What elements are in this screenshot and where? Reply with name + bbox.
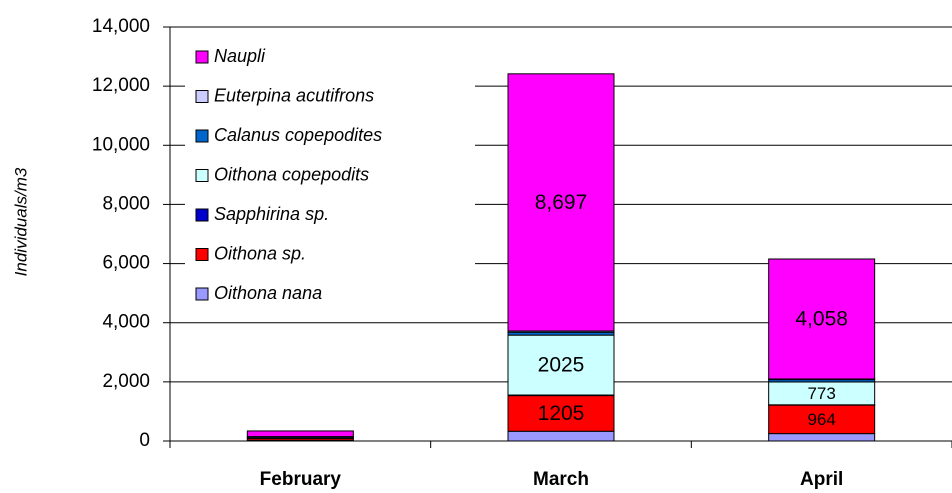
- bar-segment: [507, 73, 615, 332]
- legend-label: Oithona sp.: [214, 243, 306, 263]
- legend-swatch: [195, 50, 209, 64]
- legend-label: Oithona nana: [214, 283, 322, 303]
- legend-label: Oithona copepodits: [214, 164, 369, 184]
- data-label: 1205: [538, 402, 585, 425]
- y-tick-label: 10,000: [92, 134, 150, 155]
- y-tick-label: 8,000: [102, 193, 150, 214]
- x-tick-label: April: [800, 469, 843, 490]
- y-tick-label: 2,000: [102, 371, 150, 392]
- x-tick-label: March: [533, 469, 589, 490]
- bar-segment: [768, 258, 876, 380]
- y-tick-label: 0: [139, 430, 150, 451]
- y-axis-label: Individuals/m3: [11, 167, 30, 276]
- legend-swatch: [195, 90, 209, 103]
- y-tick-label: 14,000: [92, 16, 150, 37]
- legend-swatch: [195, 248, 209, 261]
- y-tick-label: 4,000: [102, 312, 150, 333]
- y-tick-label: 6,000: [102, 253, 150, 274]
- bar-segment: [507, 430, 615, 442]
- data-label: 964: [807, 410, 835, 429]
- legend-swatch: [195, 287, 209, 301]
- legend-box: [185, 40, 475, 312]
- bar-segment: [246, 430, 354, 438]
- legend-swatch: [195, 129, 209, 143]
- legend-label: Sapphirina sp.: [214, 204, 329, 224]
- x-tick-label: February: [260, 469, 342, 490]
- legend-label: Calanus copepodites: [214, 125, 382, 145]
- data-label: 4,058: [795, 308, 848, 331]
- y-tick-label: 12,000: [92, 75, 150, 96]
- legend-label: Euterpina acutifrons: [214, 85, 374, 105]
- bar-segment: [768, 433, 876, 442]
- legend-label: Naupli: [214, 46, 266, 66]
- data-label: 2025: [538, 354, 585, 377]
- legend-swatch: [195, 169, 209, 182]
- data-label: 8,697: [535, 191, 588, 214]
- legend-swatch: [195, 208, 209, 222]
- data-label: 773: [807, 384, 835, 403]
- bar-segment: [768, 404, 876, 435]
